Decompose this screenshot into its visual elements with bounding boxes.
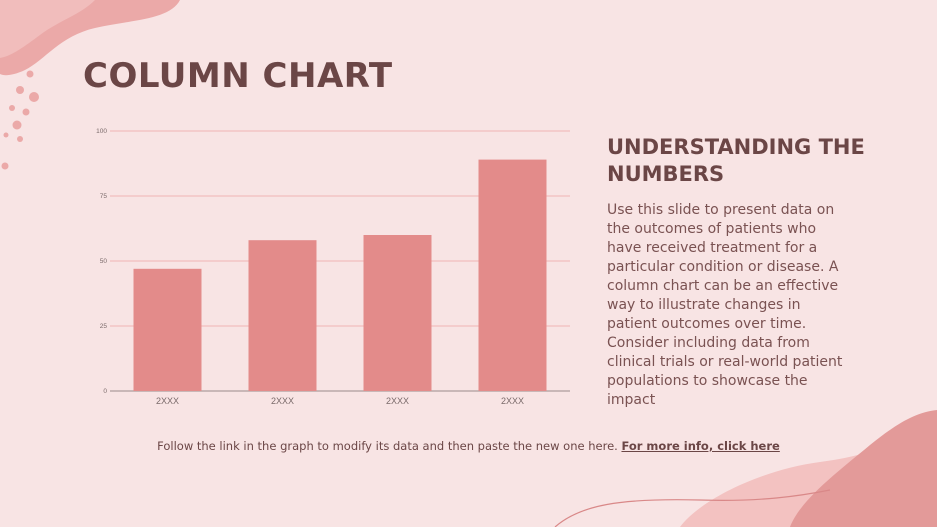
x-tick-label: 2XXX [156, 396, 179, 406]
x-tick-label: 2XXX [501, 396, 524, 406]
bottom-curve-line [554, 489, 831, 527]
bar-4[interactable] [478, 159, 547, 391]
y-tick-label: 25 [100, 323, 108, 330]
x-tick-label: 2XXX [271, 396, 294, 406]
bar-3[interactable] [363, 235, 432, 391]
y-tick-label: 0 [103, 388, 107, 395]
side-heading: UNDERSTANDING THE NUMBERS [607, 135, 865, 186]
side-body-text: Use this slide to present data on the ou… [607, 202, 843, 408]
x-tick-label: 2XXX [386, 396, 409, 406]
page-title: COLUMN CHART [83, 56, 393, 96]
decorative-dots [1, 70, 39, 170]
y-tick-label: 100 [96, 128, 107, 135]
column-chart[interactable]: 0 25 50 75 100 2XXX 2XXX 2XXX 2XXX [80, 118, 580, 418]
bar-2[interactable] [248, 240, 317, 391]
y-tick-label: 75 [100, 193, 108, 200]
bar-1[interactable] [133, 268, 202, 391]
footer-text: Follow the link in the graph to modify i… [157, 439, 618, 453]
bottom-right-blob [790, 410, 937, 527]
top-left-blob-light [0, 0, 95, 58]
y-tick-label: 50 [100, 258, 108, 265]
footer: Follow the link in the graph to modify i… [0, 439, 937, 453]
more-info-link[interactable]: For more info, click here [621, 439, 780, 453]
